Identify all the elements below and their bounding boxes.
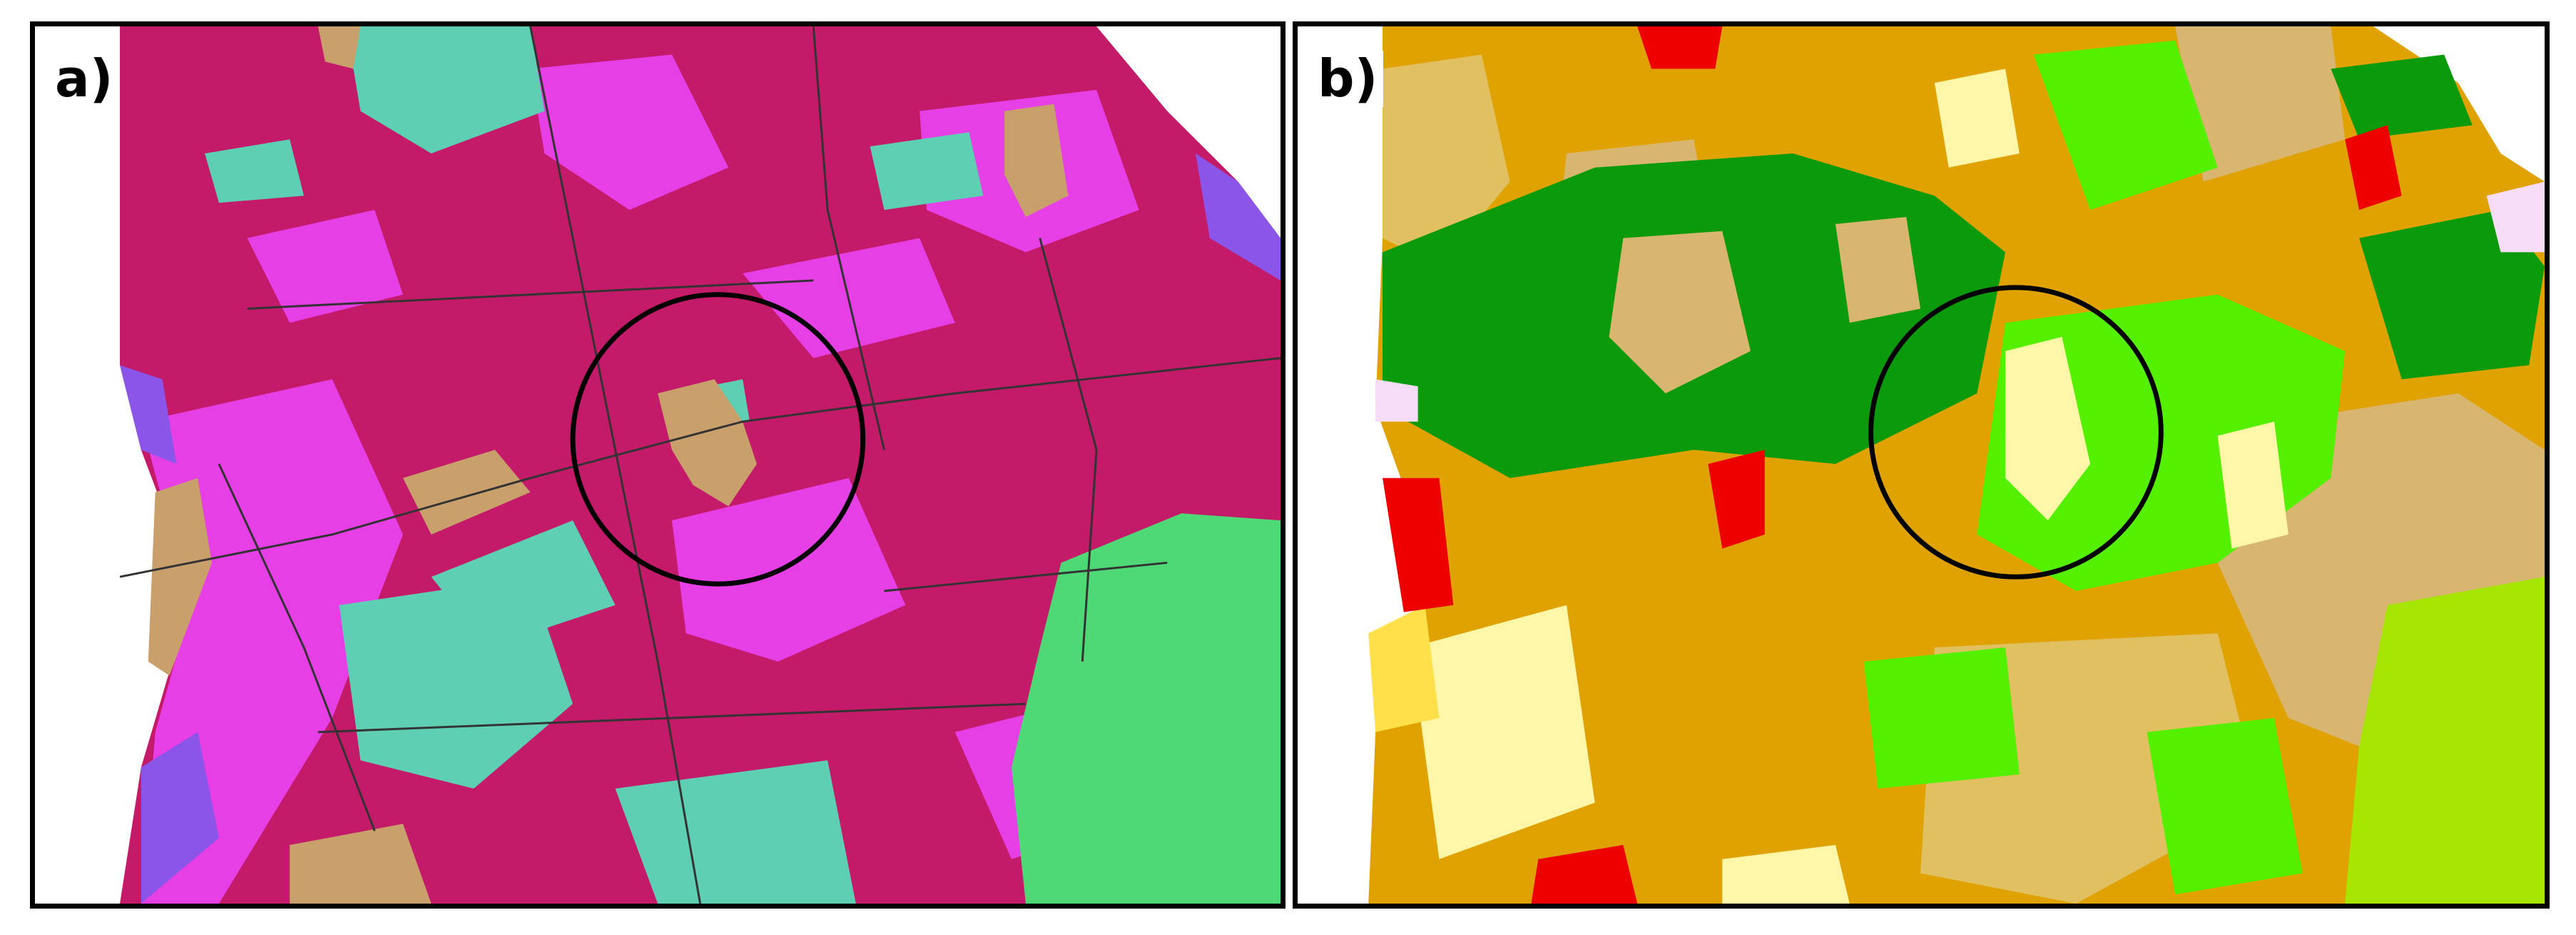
zone-magenta-west bbox=[141, 379, 403, 904]
panel-label-a: a) bbox=[49, 50, 119, 108]
zone-red-west bbox=[1383, 477, 1454, 612]
panel-label-b: b) bbox=[1312, 50, 1384, 108]
highlight-circle-a bbox=[570, 292, 866, 587]
zone-green-southeast bbox=[1012, 513, 1281, 904]
zone-tan-west bbox=[148, 477, 213, 676]
land-cover-map-b bbox=[1298, 26, 2545, 904]
land-cover-map-a bbox=[35, 26, 1281, 904]
zone-red-north bbox=[1637, 26, 1723, 69]
zone-red-south bbox=[1531, 844, 1638, 904]
zone-tan-center bbox=[658, 379, 757, 507]
map-panel-a: a) bbox=[30, 21, 1286, 909]
highlight-circle-b bbox=[1868, 285, 2164, 580]
zone-yellow-green bbox=[2345, 577, 2545, 904]
map-panel-b: b) bbox=[1293, 21, 2550, 909]
zone-teal-north bbox=[346, 26, 545, 153]
zone-pale-yellow-center bbox=[2005, 337, 2091, 521]
zone-red-northeast bbox=[2345, 125, 2402, 211]
